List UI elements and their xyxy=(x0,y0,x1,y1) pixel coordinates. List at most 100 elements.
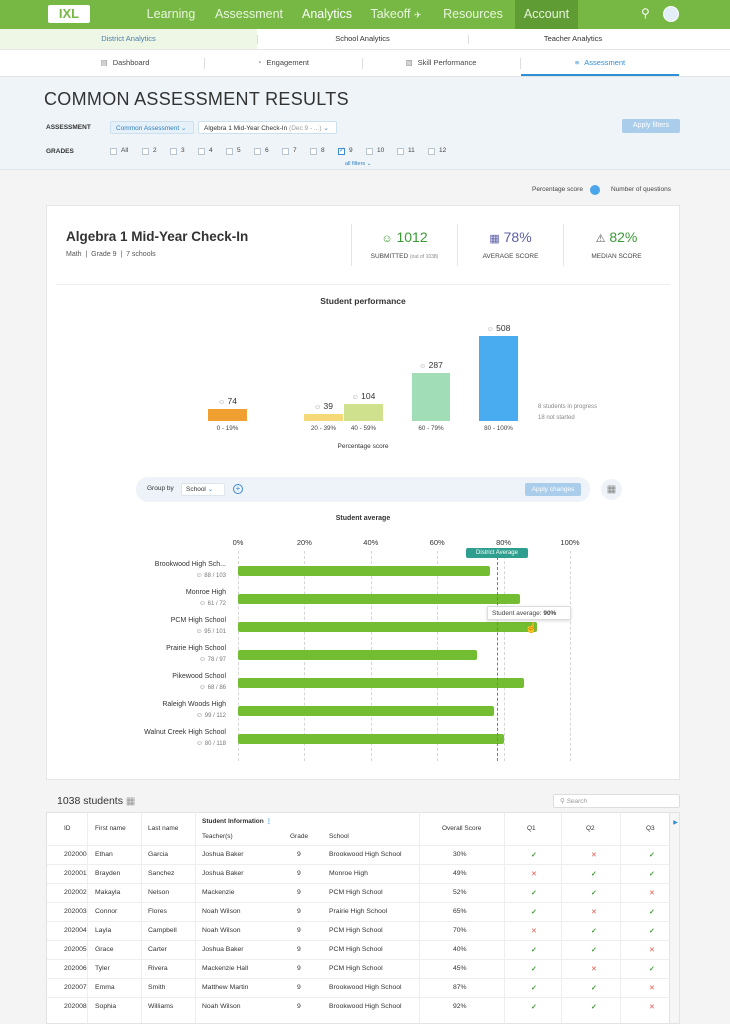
score-mode-toggle[interactable] xyxy=(590,185,600,195)
grade-checkbox-12[interactable] xyxy=(428,148,435,155)
cell-score: 49% xyxy=(453,870,467,877)
table-row[interactable]: 202001 Brayden Sanchez Joshua Baker 9 Monroe … xyxy=(47,864,669,883)
nav-learning[interactable]: Learning xyxy=(146,7,196,21)
nav-assessment[interactable]: Assessment xyxy=(214,7,284,21)
performance-bar-label: 20 - 39% xyxy=(310,425,337,432)
grade-checkbox-5[interactable] xyxy=(226,148,233,155)
nav-analytics[interactable]: Analytics xyxy=(301,7,353,21)
average-value: 78% xyxy=(503,229,532,245)
check-icon: ✓ xyxy=(531,1004,537,1011)
cell-score: 87% xyxy=(453,984,467,991)
add-group-icon[interactable]: + xyxy=(233,484,243,494)
school-average-bar[interactable] xyxy=(238,566,491,576)
school-average-bar[interactable] xyxy=(238,622,537,632)
table-row[interactable]: 202004 Layla Campbell Noah Wilson 9 PCM High … xyxy=(47,921,669,940)
apply-changes-button[interactable]: Apply changes xyxy=(525,483,581,496)
header-first-name[interactable]: First name xyxy=(95,825,126,832)
avatar[interactable] xyxy=(663,6,679,22)
subject: Math xyxy=(66,251,82,258)
grade-checkbox-11[interactable] xyxy=(397,148,404,155)
group-by-dropdown[interactable]: School ⌄ xyxy=(181,483,225,496)
apply-filters-button[interactable]: Apply filters xyxy=(622,119,680,133)
more-options-icon[interactable]: ⋮ xyxy=(265,818,273,825)
cell-school: Brookwood High School xyxy=(329,1003,402,1010)
table-row[interactable]: 202005 Grace Carter Joshua Baker 9 PCM High S… xyxy=(47,940,669,959)
header-student-information-label: Student Information xyxy=(202,818,264,825)
tab-skill-performance[interactable]: ▧ Skill Performance xyxy=(362,50,520,76)
header-teachers[interactable]: Teacher(s) xyxy=(202,833,233,840)
grade-checkbox-3[interactable] xyxy=(170,148,177,155)
cell-score: 30% xyxy=(453,851,467,858)
grade-checkbox-7[interactable] xyxy=(282,148,289,155)
search-icon[interactable]: ⚲ xyxy=(641,6,650,20)
scroll-right-icon[interactable]: ▶ xyxy=(669,813,679,1023)
tab-assessment[interactable]: ≡ Assessment xyxy=(521,50,679,76)
school-name: Pikewood School xyxy=(172,673,226,680)
performance-bar[interactable] xyxy=(304,414,343,421)
tab-engagement[interactable]: ◔ Engagement xyxy=(204,50,362,76)
cell-grade: 9 xyxy=(297,870,301,877)
header-school[interactable]: School xyxy=(329,833,349,840)
tab-school-analytics[interactable]: School Analytics xyxy=(335,34,390,43)
nav-resources[interactable]: Resources xyxy=(443,7,503,21)
grade-checkbox-all[interactable] xyxy=(110,148,117,155)
cell-score: 70% xyxy=(453,927,467,934)
table-view-icon[interactable]: ▦ xyxy=(601,479,622,500)
school-average-bar[interactable] xyxy=(238,734,504,744)
assessment-name-dropdown[interactable]: Algebra 1 Mid-Year Check-In (Dec 9 - ...… xyxy=(198,121,337,134)
grade-checkbox-2[interactable] xyxy=(142,148,149,155)
performance-bar[interactable] xyxy=(208,408,247,421)
percentage-score-toggle-label[interactable]: Percentage score xyxy=(532,186,583,193)
header-last-name[interactable]: Last name xyxy=(148,825,179,832)
tab-district-analytics[interactable]: District Analytics xyxy=(0,29,257,49)
search-input[interactable]: ⚲ Search xyxy=(553,794,680,808)
number-of-questions-toggle-label[interactable]: Number of questions xyxy=(611,186,671,193)
grade-checkbox-8[interactable] xyxy=(310,148,317,155)
grade-checkbox-9[interactable] xyxy=(338,146,345,155)
table-icon[interactable]: ▦ xyxy=(125,796,136,807)
header-overall-score[interactable]: Overall Score xyxy=(442,825,482,832)
header-q1[interactable]: Q1 xyxy=(527,825,536,832)
table-row[interactable]: 202006 Tyler Rivera Mackenzie Hall 9 PCM High… xyxy=(47,959,669,978)
tab-skill-performance-label: Skill Performance xyxy=(417,58,477,67)
assessment-type-dropdown[interactable]: Common Assessment ⌄ xyxy=(110,121,194,134)
grade-label: All xyxy=(121,147,129,154)
cell-score: 92% xyxy=(453,1003,467,1010)
performance-bar[interactable] xyxy=(412,372,450,421)
tab-dashboard[interactable]: ▤ Dashboard xyxy=(46,50,204,76)
tab-teacher-analytics[interactable]: Teacher Analytics xyxy=(543,34,603,43)
average-label: AVERAGE SCORE xyxy=(482,253,539,260)
table-row[interactable]: 202000 Ethan Garcia Joshua Baker 9 Brookwood … xyxy=(47,845,669,864)
table-row[interactable]: 202007 Emma Smith Matthew Martin 9 Brookwood … xyxy=(47,978,669,997)
header-grade[interactable]: Grade xyxy=(290,833,309,840)
table-row[interactable]: 202008 Sophia Williams Noah Wilson 9 Brookwoo… xyxy=(47,997,669,1016)
header-q2[interactable]: Q2 xyxy=(586,825,595,832)
ixl-logo[interactable]: IXL xyxy=(48,5,90,23)
cell-score: 45% xyxy=(453,965,467,972)
nav-takeoff[interactable]: Takeoff ✈ xyxy=(366,0,426,29)
grade-checkbox-10[interactable] xyxy=(366,148,373,155)
header-id[interactable]: ID xyxy=(64,825,71,832)
school-average-bar[interactable] xyxy=(238,706,494,716)
school-count: ☺ 80 / 118 xyxy=(195,740,226,747)
all-filters-toggle[interactable]: all filters ⌄ xyxy=(345,161,372,167)
cell-grade: 9 xyxy=(297,927,301,934)
median-label: MEDIAN SCORE xyxy=(591,253,642,260)
grade-checkbox-6[interactable] xyxy=(254,148,261,155)
cell-last: Campbell xyxy=(148,927,177,934)
school-name: Brookwood High Sch... xyxy=(154,561,226,568)
school-average-bar[interactable] xyxy=(238,594,521,604)
header-q3[interactable]: Q3 xyxy=(646,825,655,832)
table-row[interactable]: 202002 Makayla Nelson Mackenzie 9 PCM High Sc… xyxy=(47,883,669,902)
school-average-bar[interactable] xyxy=(238,650,478,660)
check-icon: ✓ xyxy=(649,871,655,878)
hand-cursor-icon: ☝ xyxy=(525,623,538,634)
nav-account[interactable]: Account xyxy=(515,0,578,29)
performance-bar[interactable] xyxy=(479,336,518,421)
performance-bar[interactable] xyxy=(344,403,383,421)
grade-checkbox-4[interactable] xyxy=(198,148,205,155)
all-filters-label: all filters xyxy=(345,161,366,167)
school-average-bar[interactable] xyxy=(238,678,524,688)
check-icon: ✓ xyxy=(531,985,537,992)
table-row[interactable]: 202003 Connor Flores Noah Wilson 9 Prairie Hi… xyxy=(47,902,669,921)
